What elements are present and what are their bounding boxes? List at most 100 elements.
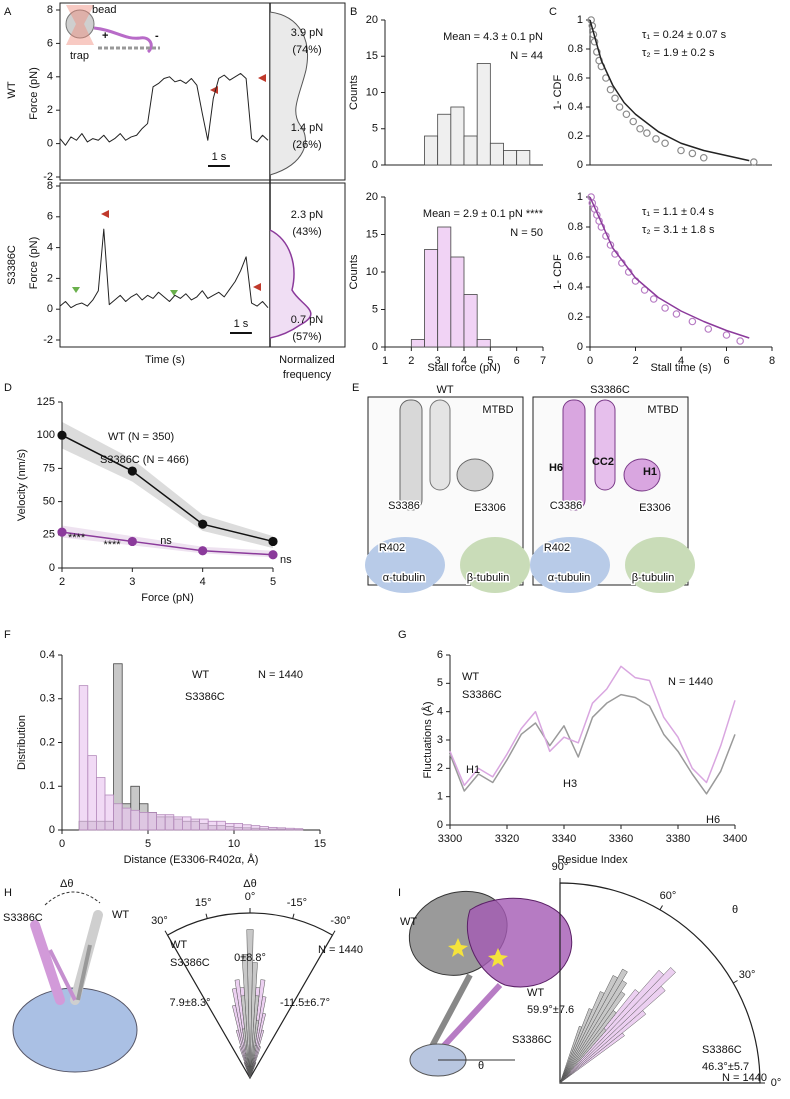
data-point xyxy=(636,124,644,133)
y-axis-label: Force (pN) xyxy=(28,237,40,290)
y-tick-label: 0.3 xyxy=(40,693,55,705)
x-tick-label: 5 xyxy=(487,355,493,367)
panel-label: I xyxy=(398,887,401,899)
data-point xyxy=(652,135,660,143)
annotation: **** xyxy=(68,532,86,544)
side-distribution xyxy=(269,229,312,339)
alpha-tubulin-shape xyxy=(530,537,610,593)
direction-arrow xyxy=(76,944,92,1001)
bar xyxy=(424,249,439,348)
y-tick-label: 15 xyxy=(366,50,378,62)
arrow-marker xyxy=(170,290,178,296)
data-point xyxy=(268,550,278,560)
side-axis-label: frequency xyxy=(283,369,332,381)
y-tick-label: 0.2 xyxy=(40,736,55,748)
label: S3386C xyxy=(512,1034,552,1046)
side-distribution xyxy=(269,11,308,176)
motor-icon xyxy=(93,26,153,54)
label: MTBD xyxy=(482,404,513,416)
alpha-tubulin-shape xyxy=(365,537,445,593)
bar xyxy=(224,823,235,831)
data-point xyxy=(611,94,619,103)
bar xyxy=(437,113,452,166)
x-tick-label: 3400 xyxy=(723,833,747,845)
bar xyxy=(463,135,478,166)
label: β-tubulin xyxy=(467,572,509,584)
y-tick-label: 125 xyxy=(37,396,55,408)
bar xyxy=(285,827,295,831)
legend-label: S3386C xyxy=(185,691,225,703)
star-marker xyxy=(448,938,468,957)
angle-tick-label: 0° xyxy=(771,1077,782,1089)
y-tick-label: 20 xyxy=(366,191,378,203)
y-tick-label: 5 xyxy=(372,123,378,135)
row-label: S3386C xyxy=(6,245,18,285)
data-line xyxy=(589,19,750,162)
bar xyxy=(156,814,166,831)
y-tick-label: 4 xyxy=(437,706,443,718)
label: CC2 xyxy=(592,456,614,468)
angle-tick-label: 30° xyxy=(739,969,756,981)
x-axis-label: Time (s) xyxy=(145,354,185,366)
annotation: 46.3°±5.7 xyxy=(702,1061,749,1073)
y-tick-label: 10 xyxy=(366,266,378,278)
data-point xyxy=(198,546,208,556)
annotation: N = 50 xyxy=(510,227,543,239)
y-tick-label: 0.4 xyxy=(40,649,55,661)
x-axis-label: Stall force (pN) xyxy=(427,362,500,374)
y-axis-label: Fluctuations (Å) xyxy=(421,701,434,778)
y-tick-label: 20 xyxy=(366,14,378,26)
label: trap xyxy=(70,50,89,62)
angle-arc xyxy=(44,891,101,906)
data-point xyxy=(643,129,651,137)
panel-label: A xyxy=(4,6,12,18)
y-tick-label: 0 xyxy=(47,138,53,150)
label: β-tubulin xyxy=(632,572,674,584)
x-tick-label: 15 xyxy=(314,838,326,850)
annotation: H6 xyxy=(706,814,720,826)
label: MTBD xyxy=(647,404,678,416)
label: Δθ xyxy=(60,878,73,890)
y-tick-label: 100 xyxy=(37,429,55,441)
label: E3306 xyxy=(474,502,506,514)
bar xyxy=(233,823,243,831)
panel-label: H xyxy=(4,887,12,899)
annotation: 0.7 pN xyxy=(291,314,323,326)
legend-label: S3386C xyxy=(462,689,502,701)
data-point xyxy=(593,48,601,56)
bar xyxy=(250,825,261,831)
data-line xyxy=(61,434,274,543)
y-tick-label: 0.2 xyxy=(568,130,583,142)
data-point xyxy=(722,331,731,339)
annotation: 1.4 pN xyxy=(291,122,323,134)
data-line xyxy=(589,196,750,339)
angle-tick-label: 0° xyxy=(245,891,256,903)
x-tick-label: 10 xyxy=(228,838,240,850)
data-point xyxy=(699,153,708,162)
bar xyxy=(476,339,491,348)
x-tick-label: 0 xyxy=(587,355,593,367)
annotation: τ₂ = 3.1 ± 1.8 s xyxy=(642,224,715,236)
annotation: τ₁ = 0.24 ± 0.07 s xyxy=(642,29,727,41)
y-tick-label: 2 xyxy=(437,762,443,774)
panel-label: E xyxy=(352,382,359,394)
y-tick-label: -2 xyxy=(43,334,53,346)
legend-label: S3386C (N = 466) xyxy=(100,454,189,466)
side-axis-label: Normalized xyxy=(279,354,335,366)
bar xyxy=(138,812,149,831)
arrow-marker xyxy=(72,287,80,293)
x-tick-label: 3360 xyxy=(609,833,633,845)
bar xyxy=(190,818,200,831)
y-tick-label: 0 xyxy=(577,341,583,353)
y-tick-label: 0.4 xyxy=(568,101,583,113)
direction-arrow xyxy=(48,949,77,1001)
x-tick-label: 2 xyxy=(632,355,638,367)
y-tick-label: 0.6 xyxy=(568,251,583,263)
motor-head-shape xyxy=(466,897,573,988)
angle-tick xyxy=(732,980,738,984)
y-tick-label: 0 xyxy=(47,303,53,315)
x-tick-label: 3300 xyxy=(438,833,462,845)
x-tick-label: 7 xyxy=(540,355,546,367)
panel-label: B xyxy=(350,6,357,18)
label: - xyxy=(155,30,159,42)
